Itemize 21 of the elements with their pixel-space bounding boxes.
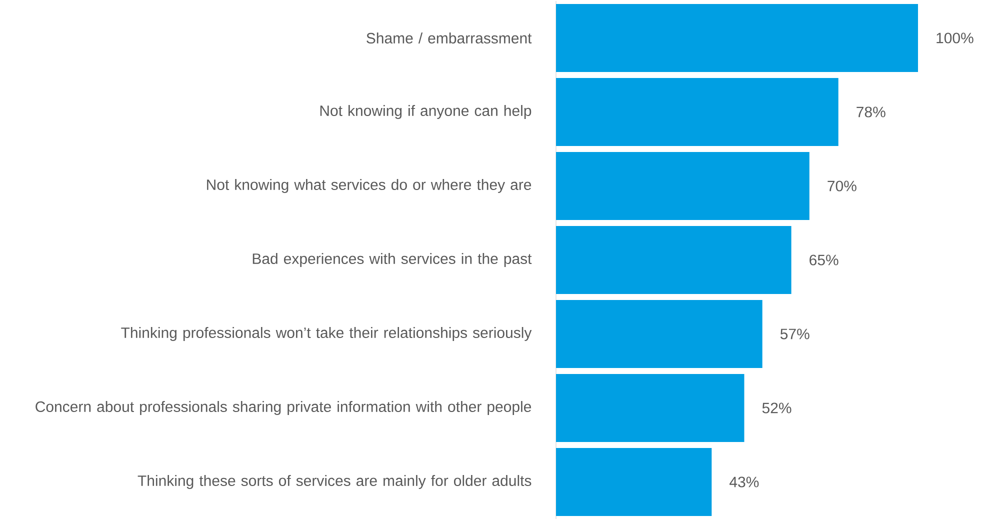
y-tick-label: Concern about professionals sharing private information with other people (36, 401, 532, 415)
bar (556, 374, 744, 442)
y-tick-label: Thinking these sorts of services are mainly for older adults (138, 475, 532, 489)
bar (556, 226, 792, 294)
data-label: 65% (810, 254, 838, 266)
y-tick-label: Not knowing if anyone can help (320, 105, 532, 119)
y-tick-label: Bad experiences with services in the past (252, 253, 532, 267)
data-label: 57% (780, 328, 810, 340)
y-tick-label: Shame / embarrassment (366, 32, 532, 44)
data-label: 43% (730, 476, 759, 488)
y-tick-label: Thinking professionals won’t take their relationships seriously (121, 327, 532, 341)
y-tick-label: Not knowing what services do or where they are (207, 179, 532, 193)
bar (556, 152, 810, 220)
data-label: 52% (762, 402, 792, 414)
bar (556, 78, 838, 146)
data-label: 100% (936, 32, 974, 44)
bar (556, 448, 712, 516)
data-label: 78% (856, 106, 886, 118)
bar (556, 300, 762, 368)
bar (556, 4, 918, 72)
data-label: 70% (828, 180, 856, 192)
